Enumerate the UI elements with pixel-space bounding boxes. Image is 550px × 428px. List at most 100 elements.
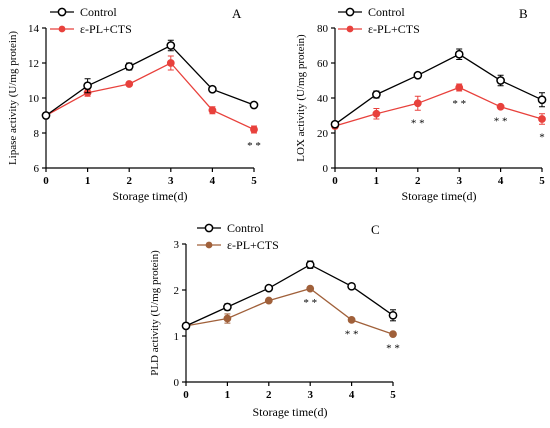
- legend-label: ε-PL+CTS: [227, 238, 279, 252]
- data-point: [124, 62, 134, 71]
- significance-marker: * *: [494, 116, 508, 128]
- x-tick-label: 2: [126, 175, 132, 187]
- data-point: [389, 330, 397, 339]
- y-tick-label: 20: [317, 128, 329, 140]
- panel-label: C: [371, 222, 380, 237]
- y-tick-label: 0: [174, 377, 180, 389]
- data-point: [181, 321, 191, 331]
- legend-label: Control: [80, 5, 117, 19]
- significance-marker: * *: [452, 98, 466, 110]
- x-axis-title: Storage time(d): [402, 189, 477, 203]
- x-tick-label: 3: [456, 175, 462, 187]
- y-tick-label: 0: [323, 163, 329, 175]
- legend-marker: [346, 25, 354, 33]
- x-tick-label: 3: [307, 389, 313, 401]
- data-point: [496, 102, 505, 111]
- data-point: [330, 119, 340, 129]
- data-point: [264, 296, 273, 305]
- legend-marker: [205, 241, 213, 249]
- x-tick-label: 2: [415, 175, 421, 187]
- x-tick-label: 5: [390, 389, 396, 401]
- y-tick-label: 10: [28, 93, 40, 105]
- x-tick-label: 2: [266, 389, 272, 401]
- data-point: [413, 70, 423, 80]
- series-line-treatment: [185, 287, 394, 335]
- data-point: [347, 281, 356, 291]
- y-tick-label: 2: [174, 285, 180, 297]
- legend-marker: [345, 7, 355, 17]
- data-point: [223, 302, 232, 312]
- y-tick-label: 6: [34, 163, 40, 175]
- x-axis-title: Storage time(d): [253, 405, 328, 419]
- legend-marker: [57, 7, 67, 17]
- data-point: [166, 41, 176, 50]
- series-line-treatment: [334, 86, 543, 127]
- x-tick-label: 4: [210, 175, 216, 187]
- significance-marker: * *: [345, 328, 359, 340]
- significance-marker: * *: [411, 117, 425, 129]
- series-line-control: [334, 53, 543, 125]
- x-tick-label: 1: [225, 389, 231, 401]
- legend-label: Control: [227, 221, 264, 235]
- data-point: [223, 314, 232, 323]
- y-tick-label: 8: [34, 128, 40, 140]
- x-tick-label: 1: [374, 175, 380, 187]
- y-tick-label: 12: [28, 58, 39, 70]
- x-tick-label: 4: [498, 175, 504, 187]
- data-point: [496, 76, 505, 85]
- data-point: [208, 106, 217, 115]
- data-point: [538, 115, 546, 123]
- x-tick-label: 1: [85, 175, 91, 187]
- x-tick-label: 3: [168, 175, 174, 187]
- data-point: [264, 283, 274, 293]
- y-tick-label: 1: [174, 331, 180, 343]
- x-tick-label: 4: [349, 389, 355, 401]
- data-point: [166, 59, 175, 67]
- y-tick-label: 14: [28, 23, 40, 35]
- panel-label: B: [519, 6, 528, 21]
- data-point: [537, 95, 547, 105]
- y-axis-title: Lipase activity (U/mg protein): [7, 31, 19, 165]
- y-tick-label: 80: [317, 23, 329, 35]
- data-point: [83, 81, 92, 91]
- legend-marker: [58, 25, 66, 33]
- significance-marker: * *: [386, 343, 400, 355]
- data-point: [306, 284, 315, 293]
- legend-label: Control: [368, 5, 405, 19]
- data-point: [455, 83, 464, 92]
- y-tick-label: 60: [317, 58, 329, 70]
- x-axis-title: Storage time(d): [113, 189, 188, 203]
- x-tick-label: 5: [251, 175, 257, 187]
- x-tick-label: 0: [43, 175, 49, 187]
- significance-marker: * *: [247, 140, 261, 152]
- y-axis-title: PLD activity (U/mg protein): [149, 250, 161, 376]
- data-point: [208, 84, 217, 94]
- data-point: [250, 125, 258, 134]
- data-point: [388, 310, 398, 320]
- data-point: [372, 90, 381, 99]
- data-point: [305, 260, 315, 270]
- x-tick-label: 5: [539, 175, 545, 187]
- series-line-control: [45, 44, 255, 117]
- series-line-control: [185, 263, 394, 327]
- significance-marker: *: [539, 131, 545, 143]
- y-axis-title: LOX activity (U/mg protein): [295, 34, 307, 162]
- data-point: [413, 99, 422, 108]
- data-point: [372, 109, 381, 118]
- x-tick-label: 0: [332, 175, 338, 187]
- legend-label: ε-PL+CTS: [80, 22, 132, 36]
- series-line-treatment: [45, 62, 255, 131]
- data-point: [125, 80, 134, 88]
- significance-marker: * *: [303, 297, 317, 309]
- legend-label: ε-PL+CTS: [368, 22, 420, 36]
- data-point: [249, 100, 259, 110]
- x-tick-label: 0: [183, 389, 189, 401]
- data-point: [454, 49, 464, 59]
- data-point: [41, 111, 51, 120]
- y-tick-label: 3: [174, 239, 180, 251]
- y-tick-label: 40: [317, 93, 329, 105]
- panel-label: A: [232, 6, 242, 21]
- data-point: [347, 316, 356, 324]
- legend-marker: [204, 223, 214, 233]
